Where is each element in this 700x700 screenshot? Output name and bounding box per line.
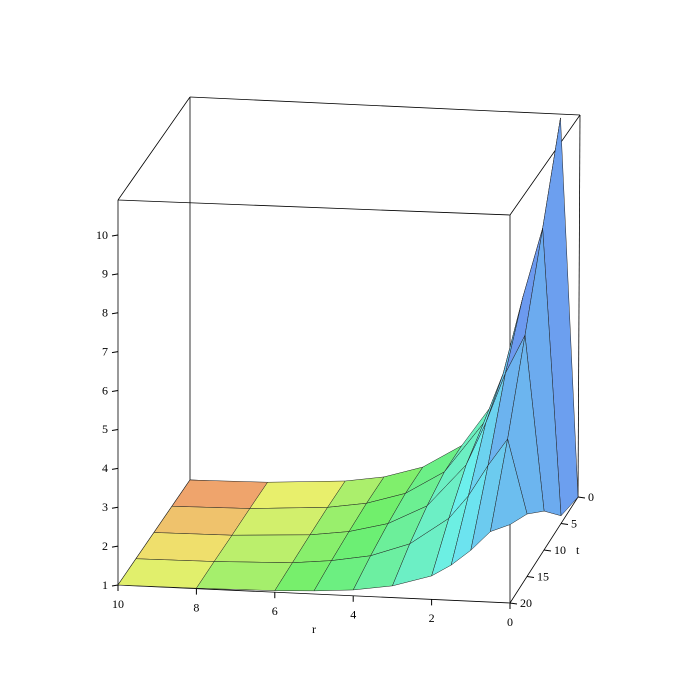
- box-edge: [117, 584, 511, 604]
- y-tick-label: 10: [554, 543, 566, 557]
- y-tick-label: 0: [588, 490, 594, 504]
- surface-cell: [490, 438, 528, 532]
- z-tick-label: 6: [102, 383, 108, 397]
- z-tick: [111, 351, 119, 354]
- y-tick: [560, 523, 569, 525]
- z-tick: [111, 545, 119, 548]
- box-edge: [577, 114, 581, 498]
- z-tick-label: 1: [102, 578, 108, 592]
- box-edge: [117, 199, 511, 216]
- x-tick-label: 0: [507, 615, 513, 629]
- z-tick-label: 10: [96, 228, 108, 242]
- y-tick: [526, 576, 535, 578]
- x-tick-label: 4: [350, 608, 356, 622]
- y-tick: [577, 496, 586, 499]
- y-tick-label: 5: [571, 516, 577, 530]
- x-axis-label: r: [312, 622, 316, 636]
- x-tick-label: 8: [193, 600, 199, 614]
- z-tick-label: 8: [102, 306, 108, 320]
- z-tick-label: 7: [102, 344, 108, 358]
- z-tick-label: 9: [102, 267, 108, 281]
- x-tick-label: 10: [112, 597, 124, 611]
- y-tick-label: 15: [537, 569, 549, 583]
- z-tick: [111, 584, 119, 587]
- z-tick: [111, 390, 119, 393]
- y-tick: [543, 549, 552, 552]
- z-tick: [111, 312, 119, 315]
- z-tick: [111, 506, 119, 509]
- x-tick-label: 6: [272, 604, 278, 618]
- box-edge: [189, 96, 581, 116]
- z-tick: [111, 234, 119, 237]
- y-axis-label: t: [576, 543, 580, 557]
- z-tick: [111, 467, 119, 470]
- z-tick: [111, 428, 119, 431]
- box-edge: [117, 96, 191, 201]
- y-tick: [509, 602, 518, 605]
- z-tick-label: 5: [102, 422, 108, 436]
- z-tick-label: 2: [102, 539, 108, 553]
- box-edge: [509, 114, 581, 216]
- y-tick-label: 20: [520, 596, 532, 610]
- z-tick: [111, 273, 119, 276]
- x-tick-label: 2: [429, 611, 435, 625]
- z-tick-label: 3: [102, 500, 108, 514]
- z-tick-label: 4: [102, 461, 108, 475]
